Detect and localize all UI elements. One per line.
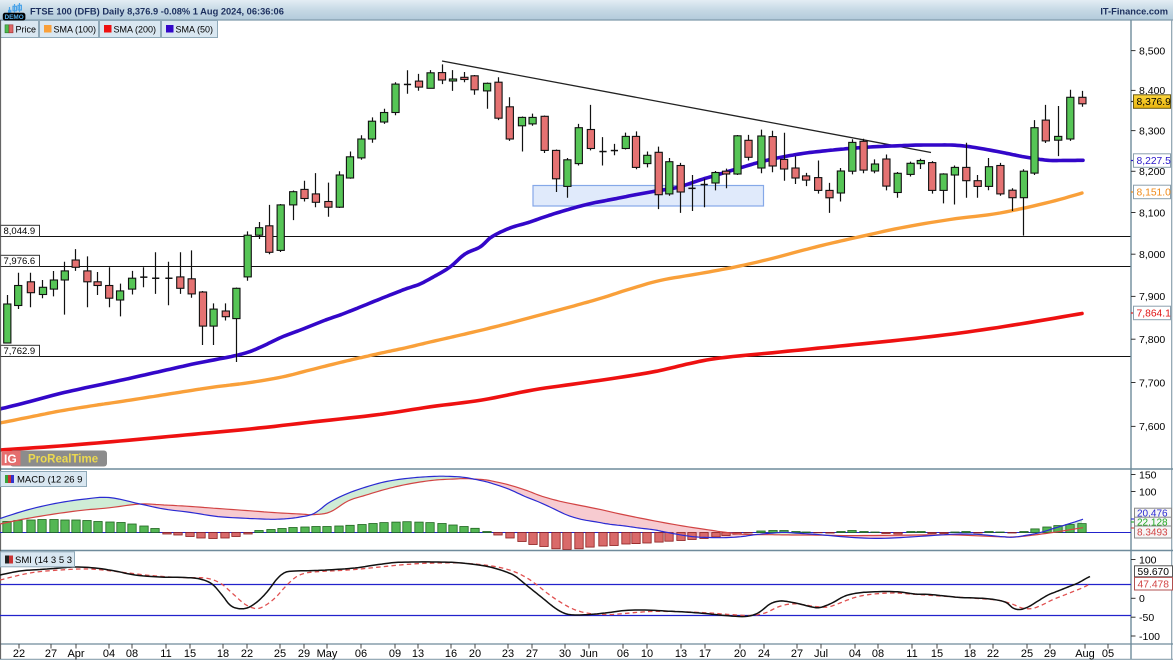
svg-text:27: 27 bbox=[526, 648, 538, 660]
svg-text:Aug: Aug bbox=[1075, 648, 1095, 660]
svg-text:16: 16 bbox=[445, 648, 457, 660]
svg-text:23: 23 bbox=[502, 648, 514, 660]
svg-text:20: 20 bbox=[734, 648, 746, 660]
svg-text:8,044.9: 8,044.9 bbox=[4, 226, 36, 237]
svg-text:7,762.9: 7,762.9 bbox=[4, 346, 36, 357]
svg-text:24: 24 bbox=[758, 648, 770, 660]
svg-text:IT-Finance.com: IT-Finance.com bbox=[1100, 7, 1168, 17]
svg-text:18: 18 bbox=[217, 648, 229, 660]
svg-text:7,600: 7,600 bbox=[1139, 421, 1165, 433]
svg-text:15: 15 bbox=[931, 648, 943, 660]
svg-text:11: 11 bbox=[160, 648, 171, 660]
svg-text:8,500: 8,500 bbox=[1139, 45, 1165, 57]
svg-text:8,400: 8,400 bbox=[1139, 85, 1165, 97]
svg-text:MACD (12 26 9: MACD (12 26 9 bbox=[17, 475, 82, 486]
svg-text:8.3493: 8.3493 bbox=[1137, 527, 1168, 538]
svg-text:8,151.0: 8,151.0 bbox=[1137, 188, 1172, 199]
svg-text:29: 29 bbox=[298, 648, 310, 660]
svg-text:FTSE 100 (DFB) Daily 8,376.9 -: FTSE 100 (DFB) Daily 8,376.9 -0.08% 1 Au… bbox=[30, 6, 284, 16]
svg-text:18: 18 bbox=[964, 648, 976, 660]
svg-text:06: 06 bbox=[617, 648, 629, 660]
svg-text:04: 04 bbox=[103, 648, 115, 660]
svg-text:59.670: 59.670 bbox=[1138, 567, 1170, 578]
svg-text:29: 29 bbox=[1044, 648, 1056, 660]
svg-text:22: 22 bbox=[987, 648, 999, 660]
svg-text:-100: -100 bbox=[1139, 631, 1160, 643]
svg-text:20: 20 bbox=[469, 648, 481, 660]
svg-text:08: 08 bbox=[126, 648, 138, 660]
svg-text:09: 09 bbox=[389, 648, 401, 660]
svg-text:SMI (14 3 5 3: SMI (14 3 5 3 bbox=[15, 555, 72, 566]
svg-text:-50: -50 bbox=[1139, 612, 1154, 624]
svg-text:DEMO: DEMO bbox=[5, 14, 24, 21]
svg-text:Price: Price bbox=[16, 24, 37, 34]
svg-text:ProRealTime: ProRealTime bbox=[28, 454, 98, 466]
svg-text:47.478: 47.478 bbox=[1138, 580, 1170, 591]
svg-text:Apr: Apr bbox=[67, 648, 84, 660]
svg-text:8,000: 8,000 bbox=[1139, 249, 1165, 261]
svg-text:13: 13 bbox=[675, 648, 687, 660]
svg-text:7,700: 7,700 bbox=[1139, 377, 1165, 389]
svg-text:8,376.9: 8,376.9 bbox=[1137, 97, 1172, 108]
svg-text:8,300: 8,300 bbox=[1139, 125, 1165, 137]
svg-text:SMA (100): SMA (100) bbox=[54, 24, 97, 34]
svg-text:8,100: 8,100 bbox=[1139, 207, 1165, 219]
svg-text:100: 100 bbox=[1139, 554, 1157, 566]
svg-text:IG: IG bbox=[4, 452, 17, 466]
svg-text:30: 30 bbox=[559, 648, 571, 660]
svg-text:25: 25 bbox=[1021, 648, 1033, 660]
svg-text:7,800: 7,800 bbox=[1139, 334, 1165, 346]
svg-text:0: 0 bbox=[1139, 593, 1145, 605]
svg-text:11: 11 bbox=[906, 648, 917, 660]
svg-text:22: 22 bbox=[241, 648, 253, 660]
svg-text:22: 22 bbox=[13, 648, 25, 660]
svg-text:04: 04 bbox=[849, 648, 861, 660]
svg-text:08: 08 bbox=[872, 648, 884, 660]
svg-text:27: 27 bbox=[791, 648, 803, 660]
svg-text:25: 25 bbox=[274, 648, 286, 660]
svg-text:SMA (50): SMA (50) bbox=[176, 24, 214, 34]
svg-text:7,976.6: 7,976.6 bbox=[4, 256, 36, 267]
svg-text:7,900: 7,900 bbox=[1139, 291, 1165, 303]
svg-text:100: 100 bbox=[1139, 486, 1157, 498]
svg-text:17: 17 bbox=[699, 648, 711, 660]
svg-text:13: 13 bbox=[412, 648, 424, 660]
svg-text:20.476: 20.476 bbox=[1137, 508, 1168, 519]
svg-text:05: 05 bbox=[1102, 648, 1114, 660]
svg-text:06: 06 bbox=[355, 648, 367, 660]
svg-text:Jul: Jul bbox=[814, 648, 828, 660]
svg-text:8,227.5: 8,227.5 bbox=[1137, 156, 1172, 167]
svg-text:22.128: 22.128 bbox=[1137, 517, 1168, 528]
svg-text:Jun: Jun bbox=[580, 648, 598, 660]
svg-text:8,200: 8,200 bbox=[1139, 166, 1165, 178]
svg-text:10: 10 bbox=[641, 648, 653, 660]
svg-text:27: 27 bbox=[45, 648, 57, 660]
svg-text:150: 150 bbox=[1139, 469, 1157, 481]
svg-text:7,864.1: 7,864.1 bbox=[1137, 309, 1172, 320]
svg-text:May: May bbox=[317, 648, 338, 660]
svg-text:15: 15 bbox=[184, 648, 196, 660]
svg-text:SMA (200): SMA (200) bbox=[114, 24, 157, 34]
